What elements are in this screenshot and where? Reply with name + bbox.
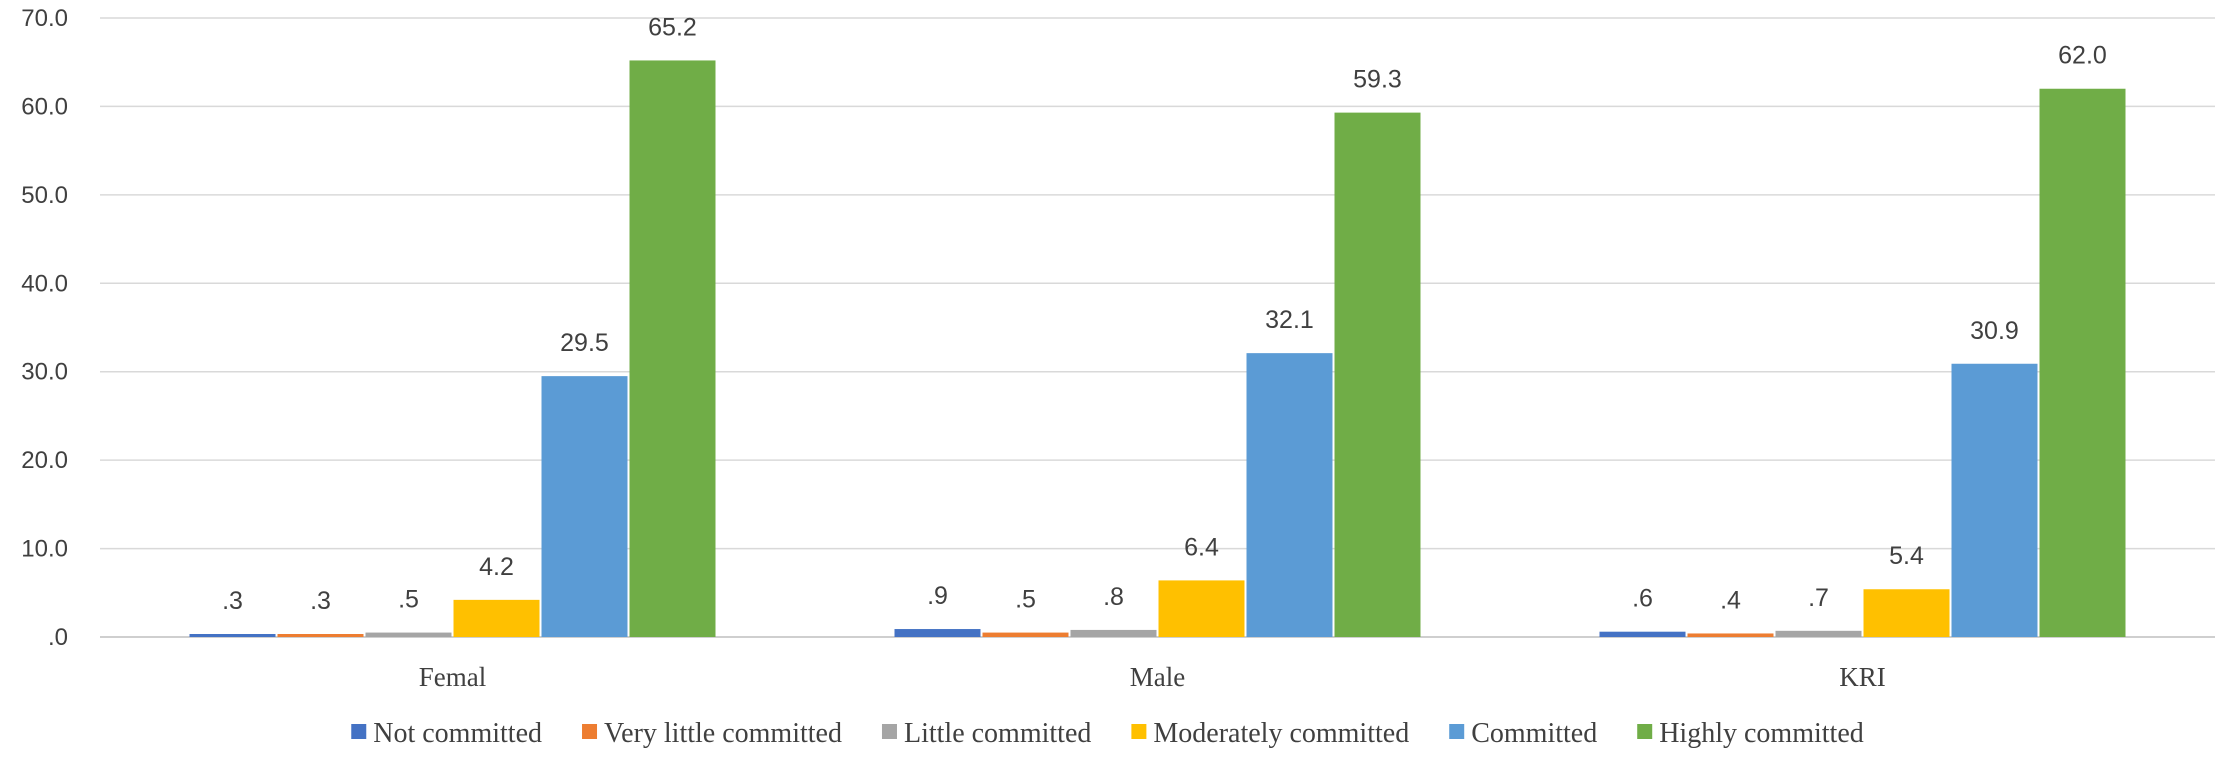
y-tick-label: 60.0 (21, 93, 68, 120)
bars (189, 60, 2126, 637)
data-label: .4 (1720, 586, 1741, 614)
data-label: .3 (222, 587, 243, 615)
legend-label: Committed (1471, 718, 1597, 749)
gridlines (100, 17, 2215, 638)
bar (1951, 363, 2038, 637)
data-label: 29.5 (560, 329, 609, 357)
data-label: 59.3 (1353, 66, 1402, 94)
x-tick-label: Femal (419, 662, 487, 692)
data-label: .8 (1103, 583, 1124, 611)
legend-swatch (351, 724, 367, 739)
data-label: 32.1 (1265, 306, 1314, 334)
bar (629, 60, 716, 637)
bar (1158, 580, 1245, 637)
data-labels: .3 .3 .5 4.2 29.5 65.2 .9 .5 .8 6.4 32.1 59.3 .6 .4 .7… (222, 13, 2107, 615)
data-label: .5 (1015, 586, 1036, 614)
y-tick-label: 30.0 (21, 359, 68, 386)
bar (453, 599, 540, 637)
bar (189, 634, 276, 637)
legend-item: Committed (1449, 718, 1597, 749)
data-label: 4.2 (479, 553, 514, 581)
legend-label: Moderately committed (1153, 718, 1409, 749)
bar (365, 632, 452, 637)
x-axis: Femal Male KRI (419, 662, 1886, 692)
data-label: 5.4 (1889, 542, 1924, 570)
bar (541, 376, 628, 637)
y-tick-label: 40.0 (21, 270, 68, 297)
legend-item: Highly committed (1637, 718, 1864, 749)
legend-label: Little committed (904, 718, 1091, 749)
legend-swatch (582, 724, 598, 739)
bar (2039, 88, 2126, 637)
legend: Not committed Very little committed Little… (351, 718, 1864, 749)
bar (1246, 353, 1333, 637)
legend-label: Highly committed (1659, 718, 1864, 749)
bar (1687, 633, 1774, 637)
legend-item: Not committed (351, 718, 542, 749)
bar (1863, 589, 1950, 637)
data-label: 65.2 (648, 13, 697, 41)
bar (982, 632, 1069, 637)
legend-swatch (1131, 724, 1147, 739)
y-tick-label: 20.0 (21, 447, 68, 474)
bar (277, 634, 364, 637)
legend-item: Little committed (881, 718, 1091, 749)
data-label: .3 (310, 587, 331, 615)
data-label: .7 (1808, 584, 1829, 612)
legend-item: Moderately committed (1131, 718, 1409, 749)
y-tick-label: 50.0 (21, 182, 68, 209)
data-label: .5 (398, 586, 419, 614)
y-tick-label: 10.0 (21, 536, 68, 563)
y-tick-label: .0 (48, 624, 68, 651)
legend-item: Very little committed (582, 718, 842, 749)
legend-swatch (881, 724, 897, 739)
bar (1070, 629, 1157, 637)
data-label: 30.9 (1970, 317, 2019, 345)
legend-swatch (1637, 724, 1653, 739)
bar (894, 629, 981, 637)
legend-label: Very little committed (604, 718, 842, 749)
y-axis: .0 10.0 20.0 30.0 40.0 50.0 60.0 70.0 (21, 5, 68, 651)
y-tick-label: 70.0 (21, 5, 68, 32)
x-tick-label: KRI (1839, 662, 1886, 692)
bar (1775, 630, 1862, 637)
data-label: 6.4 (1184, 533, 1219, 561)
x-tick-label: Male (1130, 662, 1185, 692)
data-label: .6 (1632, 585, 1653, 613)
bar (1334, 112, 1421, 637)
bar (1599, 631, 1686, 637)
legend-label: Not committed (373, 718, 542, 749)
legend-swatch (1449, 724, 1465, 739)
data-label: 62.0 (2058, 42, 2107, 70)
data-label: .9 (927, 582, 948, 610)
